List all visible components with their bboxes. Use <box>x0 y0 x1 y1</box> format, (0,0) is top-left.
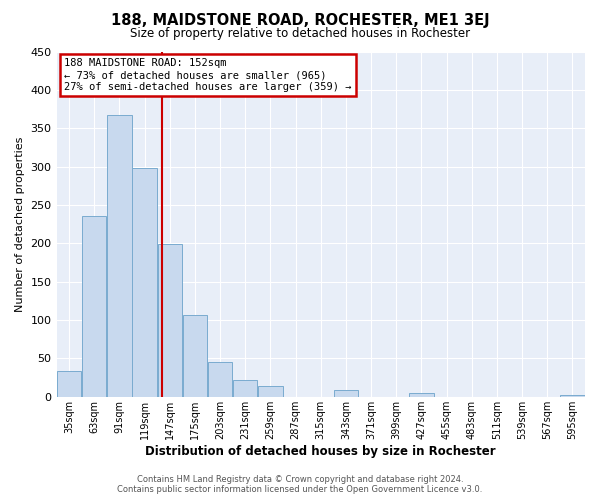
Y-axis label: Number of detached properties: Number of detached properties <box>15 136 25 312</box>
Bar <box>183 316 207 397</box>
Text: 188 MAIDSTONE ROAD: 152sqm
← 73% of detached houses are smaller (965)
27% of sem: 188 MAIDSTONE ROAD: 152sqm ← 73% of deta… <box>64 58 352 92</box>
Bar <box>258 386 283 397</box>
Bar <box>560 396 584 397</box>
Text: Size of property relative to detached houses in Rochester: Size of property relative to detached ho… <box>130 28 470 40</box>
Bar <box>233 380 257 397</box>
Bar <box>82 216 106 397</box>
Bar <box>107 115 131 397</box>
Bar <box>57 372 82 397</box>
Text: Contains HM Land Registry data © Crown copyright and database right 2024.
Contai: Contains HM Land Registry data © Crown c… <box>118 474 482 494</box>
Bar <box>334 390 358 397</box>
Bar <box>409 393 434 397</box>
Bar <box>208 362 232 397</box>
X-axis label: Distribution of detached houses by size in Rochester: Distribution of detached houses by size … <box>145 444 496 458</box>
Text: 188, MAIDSTONE ROAD, ROCHESTER, ME1 3EJ: 188, MAIDSTONE ROAD, ROCHESTER, ME1 3EJ <box>110 12 490 28</box>
Bar <box>158 244 182 397</box>
Bar <box>133 168 157 397</box>
